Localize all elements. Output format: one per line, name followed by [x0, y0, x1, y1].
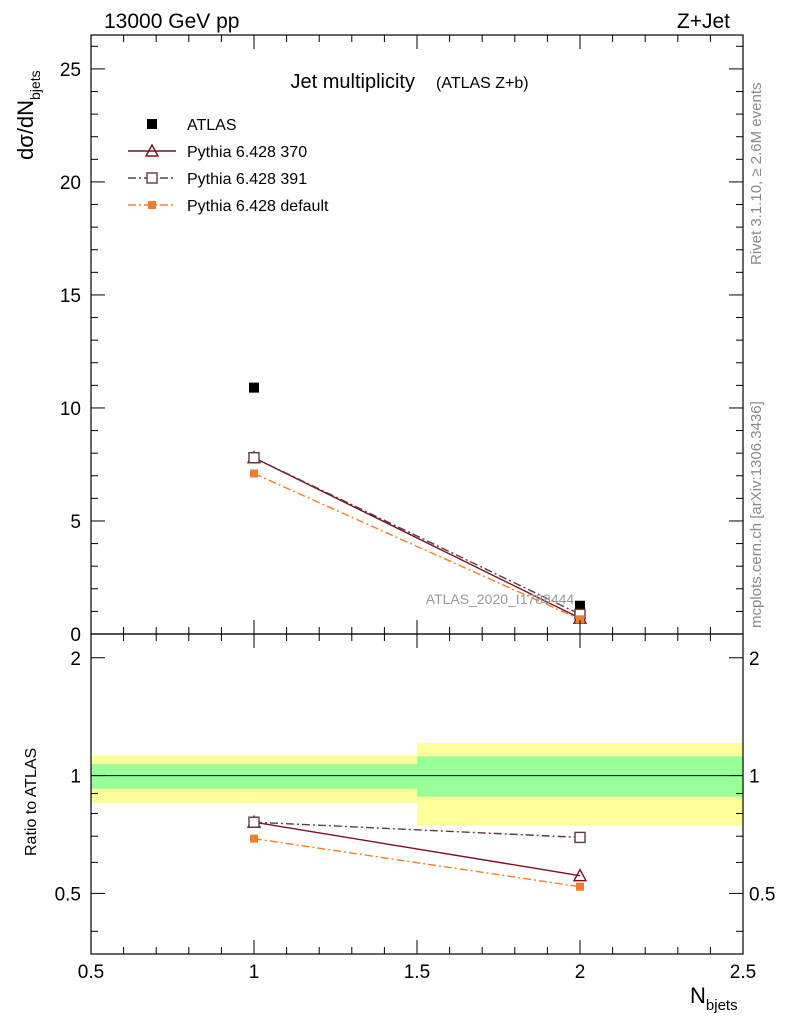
x-axis-label-text: N — [690, 983, 706, 1008]
main-line-pdefault — [253, 472, 581, 620]
legend-label-p370: Pythia 6.428 370 — [187, 144, 307, 161]
ratio-y-tick-label-right: 0.5 — [749, 884, 775, 905]
x-tick-label: 1.5 — [404, 962, 430, 983]
legend: ATLAS Pythia 6.428 370 Pythia 6.428 391 Pyt… — [128, 117, 329, 215]
main-line-p391 — [253, 457, 581, 615]
main-marks — [246, 382, 588, 624]
rivet-label: Rivet 3.1.10, ≥ 2.6M events — [748, 83, 765, 266]
main-y-tick-label: 0 — [70, 625, 81, 646]
svg-text:dσ/dNbjets: dσ/dNbjets — [13, 70, 43, 160]
energy-label: 13000 GeV pp — [104, 10, 239, 33]
ratio-point-p391 — [574, 831, 586, 844]
main-y-tick-label: 25 — [60, 60, 81, 81]
process-label: Z+Jet — [677, 10, 730, 33]
main-point-atlas — [575, 600, 585, 611]
ratio-y-tick-label-right: 2 — [749, 649, 760, 670]
main-y-tick-label: 5 — [70, 512, 81, 533]
ratio-line-p391 — [253, 821, 581, 839]
legend-label-atlas: ATLAS — [187, 117, 237, 134]
main-point-pdefault — [576, 615, 584, 624]
plot-title: Jet multiplicity — [291, 71, 415, 93]
ratio-point-p391 — [248, 816, 260, 828]
ratio-point-p370 — [572, 868, 588, 882]
ratio-y-tick-label: 2 — [70, 649, 81, 670]
ratio-y-tick-label-right: 1 — [749, 767, 760, 788]
ratio-marks — [91, 743, 743, 891]
plot-subtitle: (ATLAS Z+b) — [436, 75, 529, 92]
main-ylabel: dσ/dNbjets — [13, 70, 43, 160]
legend-marker-atlas — [147, 119, 157, 129]
main-axes: 0 5 10 15 20 25 — [60, 35, 744, 646]
analysis-watermark: ATLAS_2020_I1788444 — [426, 591, 575, 607]
ratio-ylabel: Ratio to ATLAS — [23, 748, 40, 856]
main-y-tick-label: 15 — [60, 286, 81, 307]
main-point-p391 — [248, 451, 260, 464]
ratio-panel: 0.5 0.5 1 1 2 2 0.5 1 1.5 2 2.5 Ratio to ATLAS — [23, 633, 775, 983]
x-tick-label: 0.5 — [78, 962, 104, 983]
x-tick-label: 2 — [575, 962, 586, 983]
ratio-line-p370 — [253, 821, 581, 877]
ratio-line-pdefault — [253, 837, 581, 888]
ratio-point-pdefault — [576, 882, 584, 891]
ratio-axes: 0.5 0.5 1 1 2 2 0.5 1 1.5 2 2.5 — [55, 634, 775, 983]
x-tick-label: 2.5 — [730, 962, 756, 983]
ratio-y-tick-label: 0.5 — [55, 884, 81, 905]
legend-marker-pdefault — [148, 201, 156, 209]
mcplots-label: mcplots.cern.ch [arXiv:1306.3436] — [748, 401, 765, 628]
legend-label-pdefault: Pythia 6.428 default — [187, 198, 329, 215]
x-axis-label-sub: bjets — [706, 997, 738, 1014]
main-y-tick-label: 20 — [60, 173, 81, 194]
ratio-y-tick-label: 1 — [70, 767, 81, 788]
x-axis-label: Nbjets — [690, 983, 738, 1014]
legend-marker-p370 — [144, 143, 160, 157]
main-ylabel-sub: bjets — [27, 70, 43, 100]
main-y-tick-label: 10 — [60, 399, 81, 420]
main-point-atlas — [249, 382, 259, 393]
ratio-band-inner — [417, 756, 743, 797]
main-point-pdefault — [250, 469, 258, 478]
legend-marker-p391 — [146, 172, 158, 184]
svg-text:Nbjets: Nbjets — [690, 983, 738, 1014]
legend-label-p391: Pythia 6.428 391 — [187, 171, 307, 188]
main-ylabel-text: dσ/dN — [13, 100, 38, 160]
ratio-point-pdefault — [250, 834, 258, 843]
ratio-band-inner — [91, 764, 417, 789]
x-tick-label: 1 — [249, 962, 260, 983]
